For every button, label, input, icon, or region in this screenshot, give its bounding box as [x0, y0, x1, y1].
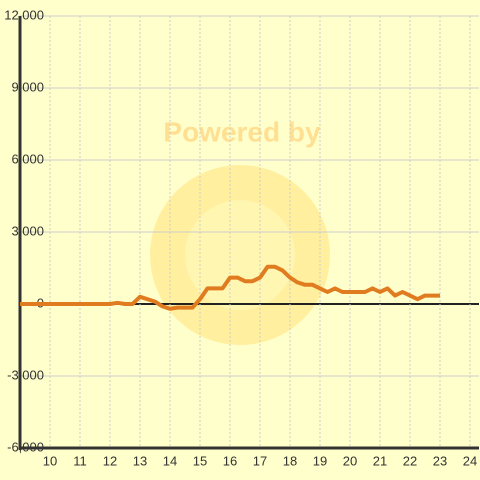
x-tick-label: 13 — [133, 453, 147, 468]
y-tick-label: 9,000 — [11, 79, 44, 94]
x-tick-label: 21 — [373, 453, 387, 468]
x-tick-label: 22 — [403, 453, 417, 468]
y-tick-label: 3,000 — [11, 223, 44, 238]
watermark-logo — [150, 165, 330, 345]
data-line — [20, 264, 440, 311]
x-tick-label: 16 — [223, 453, 237, 468]
x-tick-label: 23 — [433, 453, 447, 468]
x-tick-label: 11 — [73, 453, 87, 468]
x-tick-label: 17 — [253, 453, 267, 468]
x-tick-label: 14 — [163, 453, 177, 468]
x-tick-label: 15 — [193, 453, 207, 468]
x-tick-label: 19 — [313, 453, 327, 468]
y-tick-label: 12,000 — [4, 7, 44, 22]
x-tick-label: 20 — [343, 453, 357, 468]
x-tick-label: 12 — [103, 453, 117, 468]
watermark-text: Powered by — [163, 116, 321, 147]
y-tick-label: -3,000 — [7, 367, 44, 382]
x-tick-label: 10 — [43, 453, 57, 468]
y-tick-label: 6,000 — [11, 151, 44, 166]
x-tick-label: 18 — [283, 453, 297, 468]
x-tick-label: 24 — [463, 453, 477, 468]
